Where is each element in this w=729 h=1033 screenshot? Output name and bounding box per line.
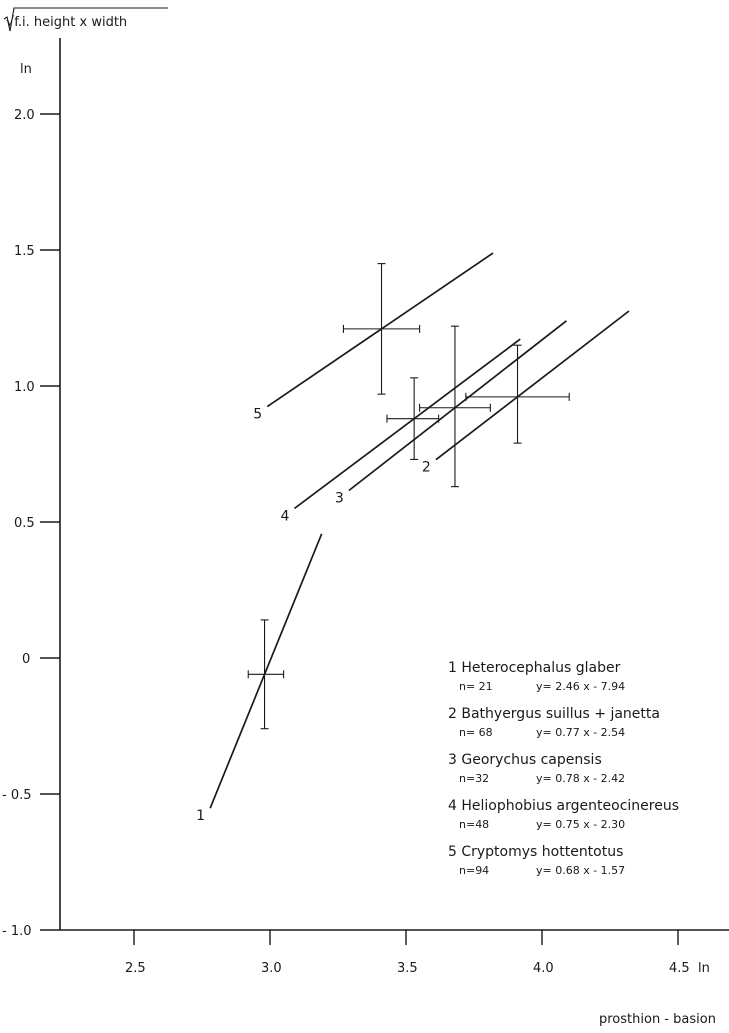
legend: 1 Heterocephalus glaber n= 21 y= 2.46 x - … [448,660,679,877]
y-axis-unit: ln [20,62,32,77]
y-tick-label: 0 [22,652,30,667]
sqrt-sign [3,7,168,32]
x-axis-title: prosthion - basion [599,1012,716,1027]
line-number-label: 2 [422,460,431,476]
x-tick-label: 4.0 [533,961,554,976]
legend-entry-equation: y= 0.68 x - 1.57 [536,864,625,877]
legend-entry-name: 4 Heliophobius argenteocinereus [448,798,679,814]
legend-entry-equation: y= 2.46 x - 7.94 [536,680,625,693]
x-ticks: 2.5 3.0 3.5 4.0 4.5 [125,930,690,976]
regression-line-3 [348,320,568,492]
y-tick-label: 0.5 [14,516,35,531]
line-number-label: 1 [196,808,205,824]
y-axis: √f.i. height x width ln 2.0 1.5 1.0 0.5 0 - 0… [2,7,168,939]
legend-entry-n: n= 68 [459,726,493,739]
regression-line-5 [266,252,494,408]
plot-marks: 1 2 3 4 5 [196,252,630,824]
legend-entry-equation: y= 0.78 x - 2.42 [536,772,625,785]
line-number-label: 3 [335,491,344,507]
y-tick-label: 1.0 [14,380,35,395]
y-ticks: 2.0 1.5 1.0 0.5 0 - 0.5 - 1.0 [2,108,60,939]
y-tick-label: - 0.5 [2,788,32,803]
legend-entry-name: 3 Georychus capensis [448,752,602,768]
legend-entry-n: n= 21 [459,680,493,693]
legend-entry-name: 5 Cryptomys hottentotus [448,844,623,860]
legend-entry-equation: y= 0.77 x - 2.54 [536,726,625,739]
legend-entry-n: n=48 [459,818,489,831]
x-tick-label: 2.5 [125,961,146,976]
line-number-label: 5 [253,407,262,423]
regression-line-1 [209,533,323,809]
legend-entry-equation: y= 0.75 x - 2.30 [536,818,625,831]
regression-line-2 [435,310,630,461]
legend-entry-n: n=94 [459,864,489,877]
y-axis-title: √f.i. height x width [3,7,168,32]
x-tick-label: 4.5 [669,961,690,976]
legend-entry-name: 1 Heterocephalus glaber [448,660,621,676]
legend-entry-name: 2 Bathyergus suillus + janetta [448,706,660,722]
y-tick-label: 2.0 [14,108,35,123]
x-axis-unit: ln [698,961,710,976]
x-axis: 2.5 3.0 3.5 4.0 4.5 ln prosthion - basion [60,929,729,1027]
regression-line-4 [293,338,521,510]
y-axis-title-text: √f.i. height x width [6,15,127,30]
x-tick-label: 3.0 [261,961,282,976]
line-number-label: 4 [280,508,289,524]
legend-entry-n: n=32 [459,772,489,785]
x-tick-label: 3.5 [397,961,418,976]
y-tick-label: 1.5 [14,244,35,259]
y-tick-label: - 1.0 [2,924,32,939]
